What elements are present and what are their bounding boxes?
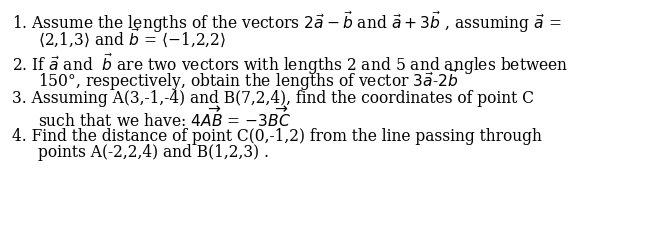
- Text: $\langle$2,1,3$\rangle$ and $\vec{b}$ = $\langle$−1,2,2$\rangle$: $\langle$2,1,3$\rangle$ and $\vec{b}$ = …: [38, 26, 226, 48]
- Text: points A(-2,2,4) and B(1,2,3) .: points A(-2,2,4) and B(1,2,3) .: [38, 144, 269, 161]
- Text: 3. Assuming A(3,-1,-4) and B(7,2,4), find the coordinates of point C: 3. Assuming A(3,-1,-4) and B(7,2,4), fin…: [12, 90, 534, 107]
- Text: 1. Assume the lengths of the vectors $2\vec{a}-\vec{b}$ and $\vec{a}+3\vec{b}$ ,: 1. Assume the lengths of the vectors $2\…: [12, 10, 561, 35]
- Text: 150°, respectively, obtain the lengths of vector $3\vec{a}$-$2\vec{b}$: 150°, respectively, obtain the lengths o…: [38, 68, 458, 93]
- Text: 4. Find the distance of point C(0,-1,2) from the line passing through: 4. Find the distance of point C(0,-1,2) …: [12, 128, 542, 145]
- Text: such that we have: $4\overrightarrow{AB}$ = $-3\overrightarrow{BC}$: such that we have: $4\overrightarrow{AB}…: [38, 106, 291, 131]
- Text: 2. If $\vec{a}$ and  $\vec{b}$ are two vectors with lengths 2 and 5 and angles b: 2. If $\vec{a}$ and $\vec{b}$ are two ve…: [12, 52, 568, 77]
